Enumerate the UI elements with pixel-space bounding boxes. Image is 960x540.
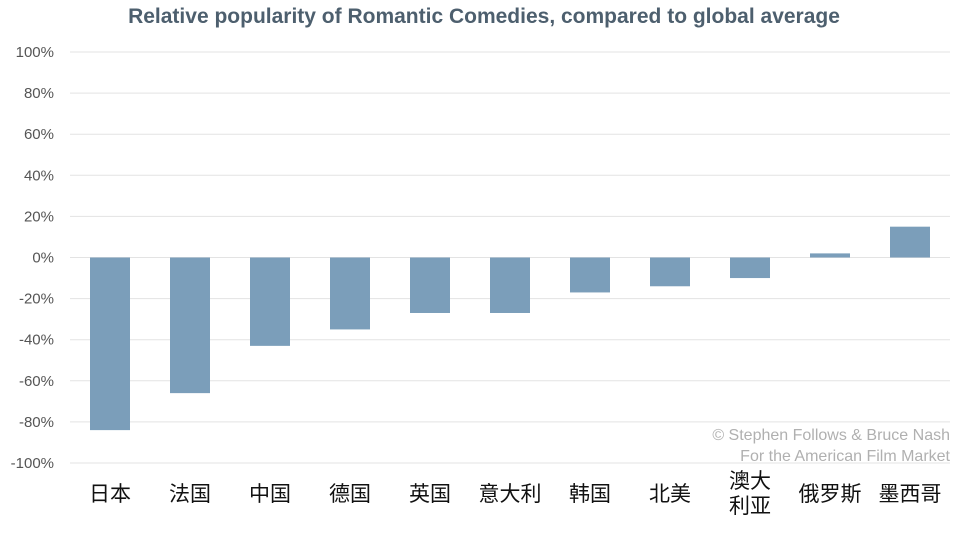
y-tick-label: -40% (19, 332, 54, 349)
x-tick-label: 俄罗斯 (799, 482, 862, 506)
x-tick-label: 墨西哥 (879, 482, 942, 506)
bar (650, 257, 690, 287)
credit-line-2: For the American Film Market (740, 448, 950, 465)
x-tick-label: 中国 (249, 482, 291, 506)
x-tick-label: 法国 (169, 482, 211, 506)
bar (410, 257, 450, 313)
x-tick-label: 英国 (409, 482, 451, 506)
bar (730, 257, 770, 279)
y-tick-label: 80% (24, 85, 54, 102)
bar (890, 226, 930, 258)
x-tick-label: 北美 (649, 482, 691, 506)
bar (570, 257, 610, 293)
y-tick-label: 20% (24, 208, 54, 225)
y-tick-label: -60% (19, 373, 54, 390)
x-tick-label: 日本 (89, 482, 131, 506)
x-axis-tick-labels: 日本 法国 中国 德国 英国 意大利 韩国 北美 澳大利亚 俄罗斯 墨西哥 (89, 469, 942, 518)
x-tick-label: 德国 (329, 482, 371, 506)
bar (170, 257, 210, 394)
bar (490, 257, 530, 313)
bar (250, 257, 290, 346)
y-axis-tick-labels: 100% 80% 60% 40% 20% 0% -20% -40% -60% -80% -100% (11, 44, 54, 472)
chart-title: Relative popularity of Romantic Comedies… (128, 5, 840, 28)
bar (90, 257, 130, 431)
x-tick-label: 意大利 (479, 482, 542, 506)
y-tick-label: 0% (32, 250, 54, 267)
credit-line-1: © Stephen Follows & Bruce Nash (712, 427, 950, 444)
x-tick-label: 澳大利亚 (729, 469, 771, 518)
bar (330, 257, 370, 330)
bar (810, 253, 850, 258)
y-tick-label: -100% (11, 455, 54, 472)
y-tick-label: -80% (19, 414, 54, 431)
y-tick-label: 40% (24, 167, 54, 184)
y-tick-label: -20% (19, 291, 54, 308)
x-tick-label: 韩国 (569, 482, 611, 506)
y-tick-label: 100% (16, 44, 54, 61)
bars (90, 226, 930, 431)
y-tick-label: 60% (24, 126, 54, 143)
